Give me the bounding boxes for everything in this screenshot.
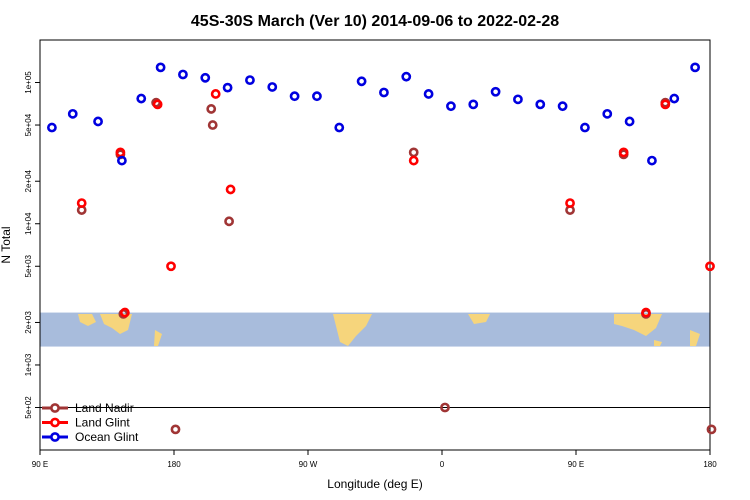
map-land [100, 314, 132, 334]
chart-title: 45S-30S March (Ver 10) 2014-09-06 to 202… [191, 13, 559, 30]
x-axis: 90 E 180 90 W 0 90 E 180 [32, 450, 717, 469]
y-axis: 5e+02 1e+03 2e+03 5e+03 1e+04 2e+04 5e+04 1e+05 [24, 71, 40, 419]
ocean-glint-point [155, 62, 166, 73]
ocean-glint-point [490, 86, 501, 97]
land-glint-point [166, 261, 176, 272]
land-glint-point [660, 99, 671, 110]
legend-label-land-nadir: Land Nadir [75, 401, 134, 415]
ocean-glint-point [557, 101, 568, 112]
ocean-glint-point [580, 122, 590, 133]
x-tick-label: 90 E [32, 460, 48, 469]
y-axis-label: N Total [0, 226, 13, 263]
land-nadir-point [206, 104, 217, 114]
land-glint-point [618, 147, 629, 158]
land-glint-point [119, 307, 130, 318]
x-tick-label: 90 E [568, 460, 584, 469]
map-ocean [40, 312, 710, 347]
land-glint-point [225, 184, 236, 195]
ocean-glint-point [47, 122, 57, 133]
y-tick-label: 1e+05 [24, 71, 33, 94]
ocean-glint-point [178, 69, 188, 80]
x-tick-label: 90 W [299, 460, 318, 469]
y-tick-label: 1e+04 [24, 212, 33, 235]
plot-frame [39, 39, 711, 451]
land-glint-point [641, 307, 651, 318]
x-tick-label: 180 [703, 460, 717, 469]
ocean-glint-point [312, 91, 322, 102]
y-tick-label: 5e+03 [24, 254, 33, 277]
x-tick-label: 180 [167, 460, 181, 469]
ocean-glint-point [93, 116, 103, 127]
y-tick-label: 1e+03 [24, 353, 33, 376]
ocean-glint-point [535, 99, 546, 110]
land-glint-point [408, 155, 419, 166]
land-glint-point [210, 89, 221, 99]
land-nadir-point [706, 424, 717, 435]
world-map-band [40, 312, 710, 347]
legend-marker-land-nadir [50, 403, 60, 413]
legend-label-ocean-glint: Ocean Glint [75, 430, 139, 444]
map-land [333, 314, 372, 346]
legend-marker-land-glint [50, 417, 60, 428]
land-glint-point [705, 261, 715, 272]
data-points [47, 62, 717, 435]
ocean-glint-point [446, 101, 456, 112]
legend-marker-ocean-glint [50, 432, 60, 442]
ocean-glint-point [222, 82, 233, 93]
land-nadir-point [440, 402, 450, 413]
ocean-glint-point [401, 71, 412, 82]
land-glint-point [76, 198, 87, 209]
ocean-glint-point [513, 94, 523, 105]
land-nadir-point [207, 120, 218, 130]
ocean-glint-point [334, 122, 345, 133]
ocean-glint-point [647, 155, 657, 166]
ocean-glint-point [379, 87, 389, 98]
y-tick-label: 5e+04 [24, 113, 33, 136]
y-tick-label: 2e+03 [24, 311, 33, 334]
land-glint-point [152, 99, 163, 110]
ocean-glint-point [267, 82, 278, 92]
ocean-glint-point [690, 62, 701, 73]
land-nadir-point [224, 216, 234, 227]
map-land [154, 330, 162, 346]
x-axis-label: Longitude (deg E) [327, 477, 422, 491]
ocean-glint-point [289, 91, 300, 102]
y-tick-label: 2e+04 [24, 169, 33, 192]
map-land [468, 314, 490, 324]
map-land [614, 314, 662, 336]
land-glint-point [565, 198, 575, 209]
map-land [78, 314, 96, 326]
x-tick-label: 0 [440, 460, 445, 469]
ocean-glint-point [136, 93, 147, 104]
map-land [654, 340, 662, 346]
ocean-glint-point [423, 89, 434, 99]
ocean-glint-point [468, 99, 479, 110]
ocean-glint-point [67, 108, 78, 119]
ocean-glint-point [669, 93, 680, 104]
ocean-glint-point [245, 75, 255, 86]
ocean-glint-point [116, 155, 127, 166]
ocean-glint-point [624, 116, 635, 127]
legend-label-land-glint: Land Glint [75, 416, 130, 430]
ocean-glint-point [602, 108, 613, 119]
ocean-glint-point [200, 72, 211, 83]
land-nadir-point [170, 424, 181, 435]
y-tick-label: 5e+02 [24, 396, 33, 419]
map-land [690, 330, 700, 346]
ocean-glint-point [356, 76, 367, 87]
